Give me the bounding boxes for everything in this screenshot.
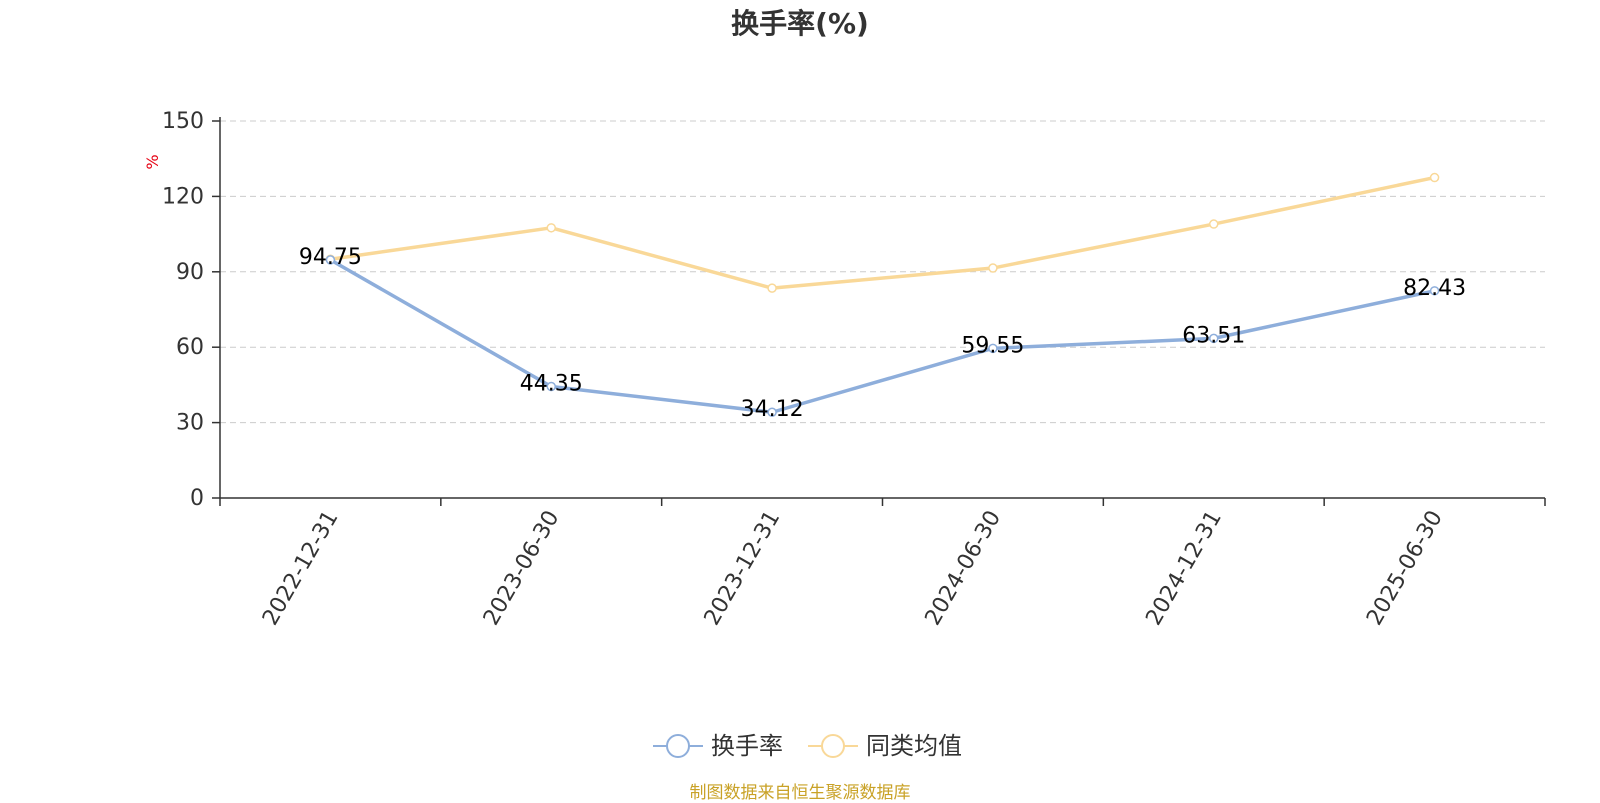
- axes: 0 30 60 90 120 150 2022-12-31 2023-06-30 2023-12…: [162, 109, 1546, 630]
- data-point: [988, 343, 998, 354]
- data-point: [767, 283, 777, 293]
- series-turnover-rate: 94.75 44.35 34.12 59.55 63.51 82.43: [299, 245, 1466, 422]
- data-point: [1429, 286, 1440, 296]
- x-tick-label: 2023-12-31: [700, 507, 786, 630]
- y-tick-label: 0: [190, 486, 204, 511]
- legend-label: 同类均值: [866, 732, 962, 760]
- y-tick-label: 30: [176, 411, 204, 436]
- data-point: [1209, 333, 1219, 344]
- chart-title: 换手率(%): [731, 7, 869, 40]
- y-axis-label: %: [143, 154, 162, 169]
- source-note: 制图数据来自恒生聚源数据库: [689, 783, 911, 803]
- series: 94.75 44.35 34.12 59.55 63.51 82.43: [299, 172, 1466, 422]
- legend-marker-icon: [821, 734, 845, 758]
- data-label: 59.55: [961, 333, 1024, 358]
- x-tick-label: 2025-06-30: [1362, 507, 1448, 630]
- data-label: 63.51: [1182, 323, 1245, 348]
- gridlines: [220, 120, 1545, 424]
- data-label: 94.75: [299, 245, 362, 270]
- legend-marker-icon: [666, 734, 690, 758]
- y-tick-label: 60: [176, 335, 204, 360]
- data-point: [767, 407, 777, 417]
- series-line: [329, 258, 1435, 414]
- data-label: 34.12: [741, 397, 804, 422]
- legend-item[interactable]: 换手率: [653, 732, 783, 760]
- data-label: 82.43: [1403, 276, 1466, 301]
- data-point: [1429, 172, 1440, 183]
- data-point: [325, 255, 336, 265]
- x-tick-label: 2024-12-31: [1141, 507, 1227, 630]
- data-point: [546, 223, 556, 233]
- legend[interactable]: 换手率 同类均值: [653, 732, 962, 760]
- x-tick-label: 2022-12-31: [258, 507, 344, 630]
- data-point: [1209, 219, 1219, 229]
- y-tick-label: 90: [176, 260, 204, 285]
- data-point: [988, 263, 998, 273]
- x-tick-label: 2024-06-30: [921, 507, 1007, 630]
- data-label: 44.35: [520, 372, 583, 397]
- data-point: [546, 381, 556, 392]
- x-tick-label: 2023-06-30: [479, 507, 565, 630]
- y-tick-label: 150: [162, 109, 204, 134]
- y-tick-label: 120: [162, 184, 204, 209]
- legend-label: 换手率: [711, 732, 783, 760]
- series-peer-average: [325, 172, 1440, 293]
- legend-item[interactable]: 同类均值: [808, 732, 962, 760]
- series-line: [330, 175, 1435, 290]
